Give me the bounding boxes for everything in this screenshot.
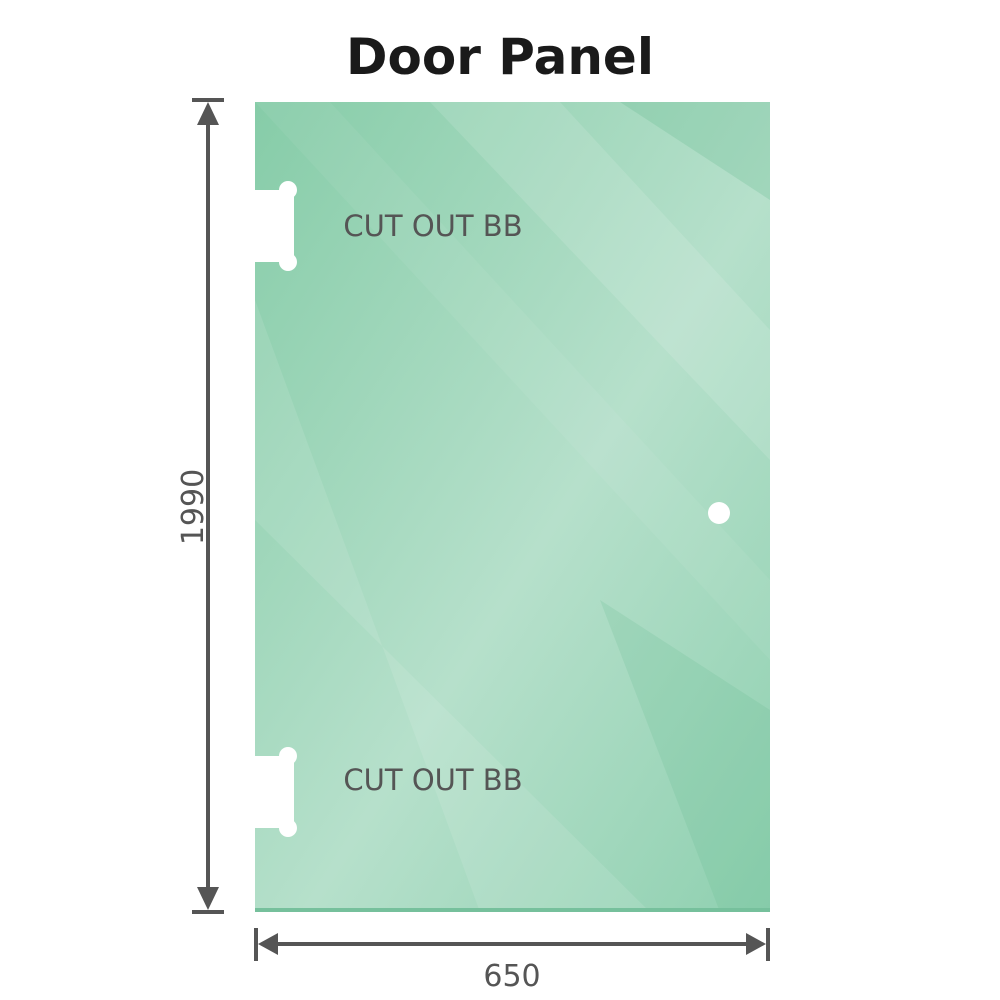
cutout-label-bottom: CUT OUT BB [343, 763, 522, 797]
glass-panel [255, 102, 770, 912]
width-dimension-line [254, 928, 770, 961]
cutout-top [250, 181, 297, 271]
width-dimension: 650 [483, 959, 540, 994]
cutout-bottom [250, 747, 297, 837]
height-dimension: 1990 [176, 469, 211, 545]
height-dimension-line [192, 98, 224, 914]
cutout-label-top: CUT OUT BB [343, 209, 522, 243]
handle-hole [708, 502, 730, 524]
glass-reflections [255, 102, 770, 912]
diagram-title: Door Panel [346, 28, 654, 86]
